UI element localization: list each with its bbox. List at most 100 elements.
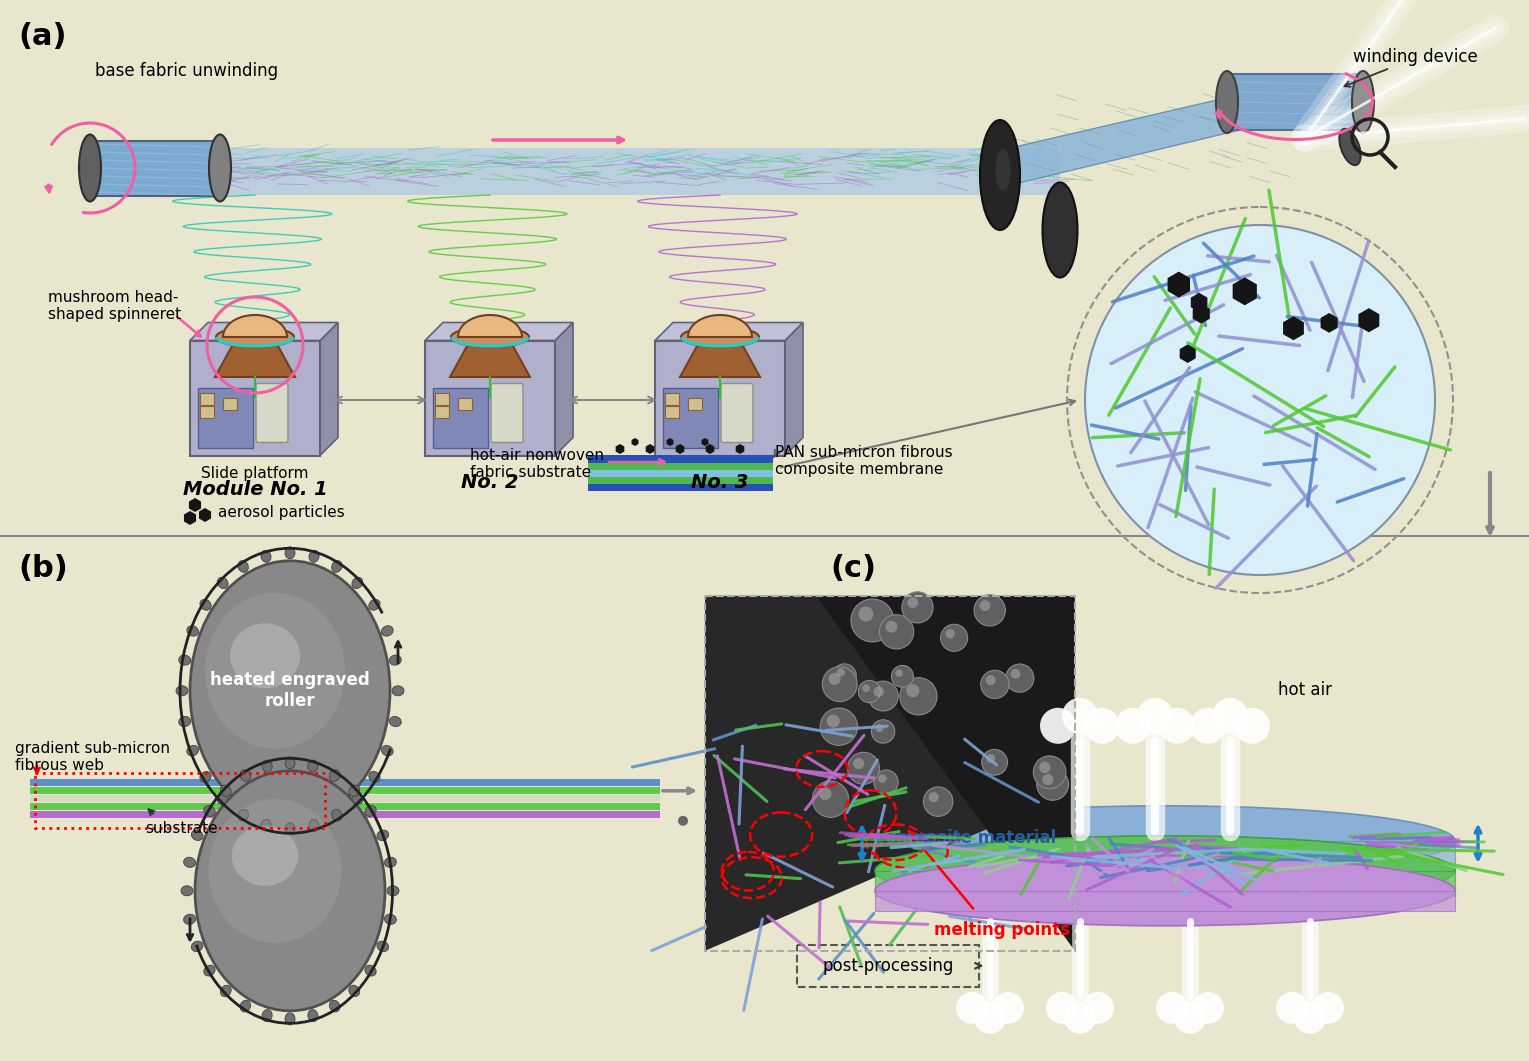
Ellipse shape: [284, 1013, 295, 1025]
Ellipse shape: [995, 149, 1011, 191]
Circle shape: [974, 594, 1006, 626]
Polygon shape: [555, 323, 573, 455]
Circle shape: [1277, 992, 1307, 1024]
Circle shape: [899, 678, 937, 715]
Circle shape: [992, 992, 1024, 1024]
Circle shape: [1115, 708, 1151, 744]
Polygon shape: [705, 596, 1075, 951]
Ellipse shape: [390, 655, 401, 665]
Circle shape: [1083, 992, 1115, 1024]
Text: No. 3: No. 3: [691, 473, 749, 492]
FancyBboxPatch shape: [199, 393, 214, 404]
FancyBboxPatch shape: [457, 398, 471, 410]
Ellipse shape: [1043, 182, 1078, 278]
Text: (b): (b): [18, 554, 67, 582]
Circle shape: [924, 787, 953, 816]
Circle shape: [847, 752, 879, 784]
Ellipse shape: [220, 986, 231, 996]
Circle shape: [1034, 755, 1066, 788]
Text: post-processing: post-processing: [823, 957, 954, 975]
Ellipse shape: [365, 805, 376, 816]
Polygon shape: [320, 323, 338, 455]
Ellipse shape: [352, 793, 362, 804]
Ellipse shape: [352, 577, 362, 589]
FancyBboxPatch shape: [434, 405, 448, 417]
FancyBboxPatch shape: [425, 341, 555, 455]
Ellipse shape: [381, 626, 393, 637]
Ellipse shape: [183, 857, 196, 868]
Circle shape: [907, 684, 919, 697]
FancyBboxPatch shape: [665, 393, 679, 404]
Polygon shape: [816, 596, 1075, 951]
Polygon shape: [680, 337, 760, 377]
FancyBboxPatch shape: [688, 398, 702, 410]
Ellipse shape: [387, 886, 399, 895]
Ellipse shape: [309, 551, 320, 562]
Ellipse shape: [191, 941, 203, 952]
Circle shape: [853, 758, 864, 769]
Polygon shape: [90, 140, 220, 195]
FancyBboxPatch shape: [491, 383, 523, 442]
Circle shape: [1212, 698, 1248, 734]
Circle shape: [1063, 698, 1098, 734]
Ellipse shape: [200, 599, 211, 610]
Text: base fabric unwinding: base fabric unwinding: [95, 62, 278, 80]
FancyBboxPatch shape: [190, 341, 320, 455]
Circle shape: [878, 775, 887, 783]
Circle shape: [1037, 768, 1069, 800]
FancyBboxPatch shape: [587, 477, 772, 484]
Circle shape: [1046, 992, 1078, 1024]
FancyBboxPatch shape: [223, 398, 237, 410]
Circle shape: [852, 599, 894, 642]
Ellipse shape: [875, 856, 1456, 926]
Ellipse shape: [391, 685, 404, 696]
Ellipse shape: [261, 551, 271, 562]
Circle shape: [896, 669, 904, 677]
Ellipse shape: [284, 822, 295, 835]
Text: No. 2: No. 2: [462, 473, 518, 492]
Ellipse shape: [203, 805, 216, 816]
FancyBboxPatch shape: [587, 463, 772, 470]
Text: (a): (a): [18, 22, 66, 51]
Circle shape: [818, 787, 832, 800]
FancyBboxPatch shape: [433, 387, 488, 448]
Circle shape: [986, 675, 995, 685]
Circle shape: [974, 1002, 1006, 1033]
Circle shape: [980, 601, 991, 611]
Text: winding device: winding device: [1353, 48, 1477, 66]
Polygon shape: [688, 315, 752, 337]
Ellipse shape: [329, 1001, 339, 1012]
Ellipse shape: [205, 593, 346, 749]
Ellipse shape: [239, 810, 248, 821]
Ellipse shape: [191, 830, 203, 840]
Ellipse shape: [1339, 128, 1361, 166]
Circle shape: [879, 614, 914, 649]
Circle shape: [812, 781, 849, 817]
Circle shape: [868, 681, 898, 711]
Ellipse shape: [381, 746, 393, 755]
Ellipse shape: [229, 623, 300, 689]
Text: PAN sub-micron fibrous
composite membrane: PAN sub-micron fibrous composite membran…: [775, 445, 953, 477]
Circle shape: [827, 714, 839, 728]
FancyBboxPatch shape: [31, 787, 661, 794]
Text: hot-air nonwoven
fabric substrate: hot-air nonwoven fabric substrate: [469, 448, 604, 481]
Ellipse shape: [240, 1001, 251, 1012]
FancyBboxPatch shape: [199, 405, 214, 417]
Ellipse shape: [232, 825, 298, 886]
Ellipse shape: [1352, 71, 1375, 133]
Polygon shape: [654, 323, 803, 341]
Polygon shape: [875, 891, 1456, 910]
Circle shape: [862, 684, 870, 692]
Ellipse shape: [203, 966, 216, 976]
FancyBboxPatch shape: [154, 147, 1060, 195]
FancyBboxPatch shape: [587, 470, 772, 477]
Text: heated engraved
roller: heated engraved roller: [209, 672, 370, 710]
Polygon shape: [980, 90, 1290, 185]
Ellipse shape: [680, 327, 758, 347]
Ellipse shape: [349, 785, 359, 797]
Ellipse shape: [365, 966, 376, 976]
Text: gradient sub-micron
fibrous web: gradient sub-micron fibrous web: [15, 741, 170, 773]
Ellipse shape: [307, 1010, 318, 1022]
FancyBboxPatch shape: [31, 795, 661, 802]
Ellipse shape: [875, 836, 1456, 906]
